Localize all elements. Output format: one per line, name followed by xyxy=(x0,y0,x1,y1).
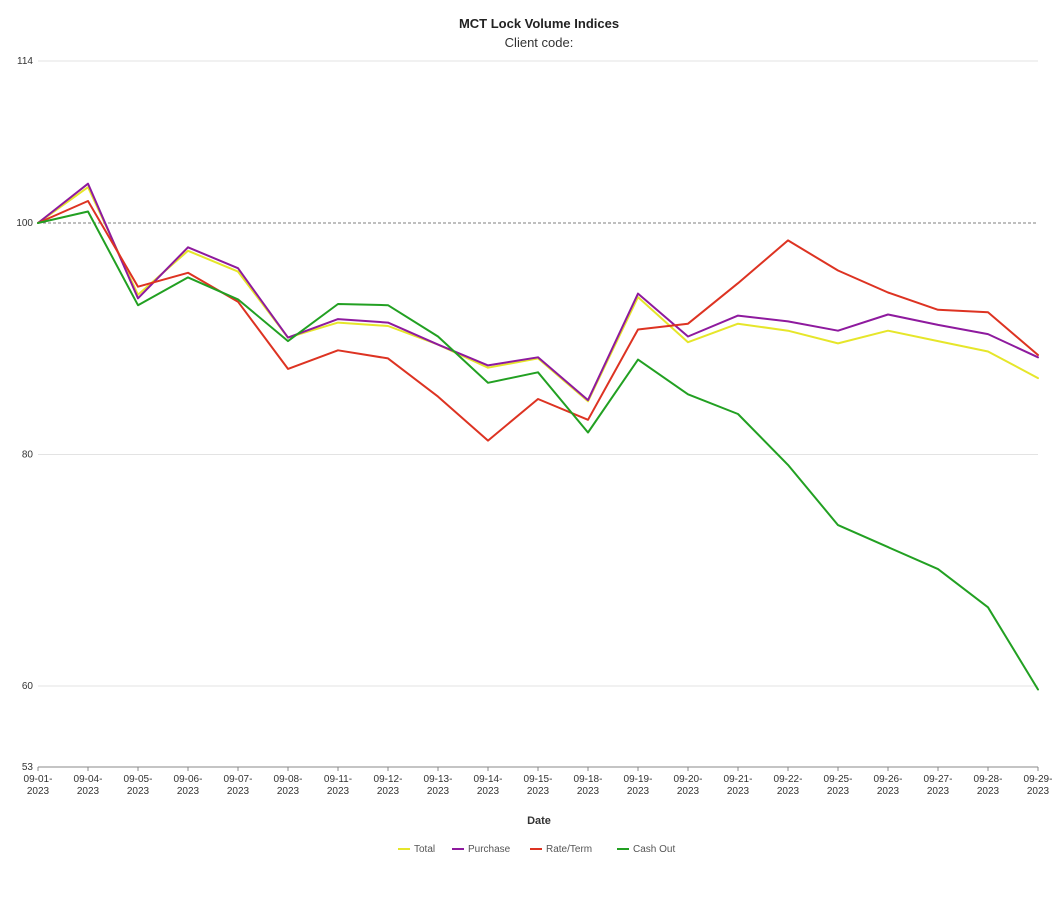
x-tick-label-line: 09-28- xyxy=(974,774,1003,785)
series-lines xyxy=(37,182,1039,691)
x-tick-label-line: 2023 xyxy=(1027,786,1050,797)
legend-item-cash-out[interactable]: Cash Out xyxy=(617,844,675,855)
x-tick-label-line: 09-18- xyxy=(574,774,603,785)
x-tick-label-line: 2023 xyxy=(527,786,550,797)
x-tick-label-line: 09-08- xyxy=(274,774,303,785)
y-tick-label: 114 xyxy=(17,56,33,67)
legend[interactable]: Total Purchase Rate/Term Cash Out xyxy=(398,844,675,855)
x-tick-label-line: 09-12- xyxy=(374,774,403,785)
x-tick-label: 09-05-2023 xyxy=(124,774,153,797)
chart-title: MCT Lock Volume Indices xyxy=(459,16,619,31)
x-tick-label: 09-29-2023 xyxy=(1024,774,1053,797)
x-tick-label: 09-21-2023 xyxy=(724,774,753,797)
series-line-cash-out xyxy=(37,210,1039,691)
x-tick-label-line: 09-01- xyxy=(24,774,53,785)
x-tick-label-line: 2023 xyxy=(477,786,500,797)
x-tick-label-line: 2023 xyxy=(277,786,300,797)
y-tick-label: 60 xyxy=(22,681,34,692)
gridlines xyxy=(38,60,1038,687)
x-tick-label-line: 09-27- xyxy=(924,774,953,785)
x-tick-label-line: 09-22- xyxy=(774,774,803,785)
x-tick-label: 09-15-2023 xyxy=(524,774,553,797)
x-tick-label-line: 09-07- xyxy=(224,774,253,785)
x-tick-label-line: 09-29- xyxy=(1024,774,1053,785)
x-tick-label-line: 2023 xyxy=(377,786,400,797)
x-tick-label-line: 2023 xyxy=(77,786,100,797)
x-tick-label-line: 2023 xyxy=(877,786,900,797)
x-tick-label-line: 2023 xyxy=(327,786,350,797)
x-tick-label: 09-04-2023 xyxy=(74,774,103,797)
x-tick-label: 09-12-2023 xyxy=(374,774,403,797)
x-tick-label: 09-27-2023 xyxy=(924,774,953,797)
x-tick-label-line: 2023 xyxy=(27,786,50,797)
x-tick-label-line: 09-21- xyxy=(724,774,753,785)
legend-item-total[interactable]: Total xyxy=(398,844,435,855)
y-tick-label: 53 xyxy=(22,762,34,773)
legend-item-rate-term[interactable]: Rate/Term xyxy=(530,844,592,855)
legend-label: Rate/Term xyxy=(546,844,592,855)
legend-label: Purchase xyxy=(468,844,511,855)
x-tick-label: 09-20-2023 xyxy=(674,774,703,797)
series-line-purchase xyxy=(37,182,1039,402)
x-tick-label: 09-11-2023 xyxy=(324,774,352,797)
x-tick-label-line: 09-13- xyxy=(424,774,453,785)
chart-subtitle: Client code: xyxy=(505,35,574,50)
x-tick-label: 09-06-2023 xyxy=(174,774,203,797)
x-tick-label-line: 09-26- xyxy=(874,774,903,785)
x-tick-label-line: 2023 xyxy=(577,786,600,797)
x-tick-label-line: 09-05- xyxy=(124,774,153,785)
y-tick-label: 100 xyxy=(16,218,33,229)
x-tick-label-line: 09-06- xyxy=(174,774,203,785)
x-tick-label-line: 2023 xyxy=(627,786,650,797)
x-axis-label: Date xyxy=(527,815,551,827)
series-line-rate-term xyxy=(37,200,1039,442)
x-tick-label-line: 09-15- xyxy=(524,774,553,785)
x-tick-label-line: 09-25- xyxy=(824,774,853,785)
x-tick-label-line: 2023 xyxy=(227,786,250,797)
x-tick-label: 09-28-2023 xyxy=(974,774,1003,797)
x-tick-label: 09-18-2023 xyxy=(574,774,603,797)
x-tick-label: 09-13-2023 xyxy=(424,774,453,797)
legend-label: Total xyxy=(414,844,435,855)
legend-item-purchase[interactable]: Purchase xyxy=(452,844,511,855)
x-tick-label: 09-25-2023 xyxy=(824,774,853,797)
x-tick-label-line: 2023 xyxy=(777,786,800,797)
x-tick-label-line: 09-04- xyxy=(74,774,103,785)
x-tick-label: 09-26-2023 xyxy=(874,774,903,797)
x-tick-label-line: 2023 xyxy=(177,786,200,797)
x-tick-label: 09-08-2023 xyxy=(274,774,303,797)
x-tick-label-line: 09-20- xyxy=(674,774,703,785)
x-tick-label-line: 09-14- xyxy=(474,774,503,785)
series-line-total xyxy=(37,186,1039,403)
legend-label: Cash Out xyxy=(633,844,675,855)
x-tick-label-line: 09-11- xyxy=(324,774,352,785)
x-tick-label: 09-22-2023 xyxy=(774,774,803,797)
x-tick-label-line: 2023 xyxy=(927,786,950,797)
y-tick-label: 80 xyxy=(22,450,34,461)
x-tick-label-line: 2023 xyxy=(677,786,700,797)
x-tick-label: 09-01-2023 xyxy=(24,774,53,797)
x-tick-label-line: 2023 xyxy=(827,786,850,797)
x-tick-label-line: 2023 xyxy=(127,786,150,797)
x-tick-label-line: 2023 xyxy=(427,786,450,797)
x-tick-label-line: 09-19- xyxy=(624,774,653,785)
x-axis-ticks: 09-01-202309-04-202309-05-202309-06-2023… xyxy=(24,767,1053,797)
y-axis-ticks: 53 60 80 100 114 xyxy=(16,56,33,773)
x-tick-label-line: 2023 xyxy=(977,786,1000,797)
x-tick-label-line: 2023 xyxy=(727,786,750,797)
x-tick-label: 09-14-2023 xyxy=(474,774,503,797)
x-tick-label: 09-07-2023 xyxy=(224,774,253,797)
x-tick-label: 09-19-2023 xyxy=(624,774,653,797)
